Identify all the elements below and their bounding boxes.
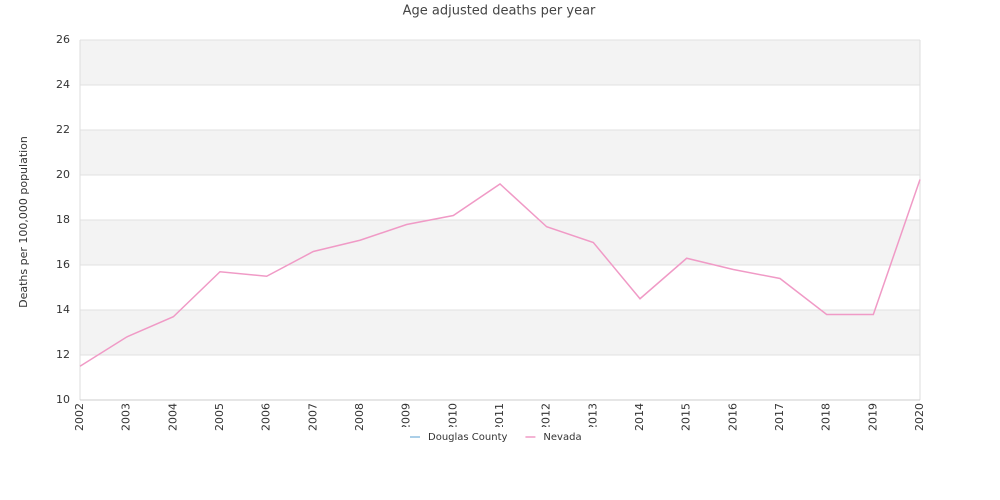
chart-title: Age adjusted deaths per year — [403, 4, 596, 19]
x-tick-label: 2006 — [260, 403, 273, 431]
y-tick-label: 12 — [56, 348, 70, 361]
y-tick-label: 18 — [56, 213, 70, 226]
grid-band — [80, 220, 920, 265]
x-tick-label: 2008 — [353, 403, 366, 431]
y-tick-label: 20 — [56, 168, 70, 181]
x-tick-label: 2019 — [866, 403, 879, 431]
y-tick-label: 14 — [56, 303, 70, 316]
y-axis-label: Deaths per 100,000 population — [17, 136, 30, 308]
x-tick-label: 2017 — [773, 403, 786, 431]
x-tick-label: 2005 — [213, 403, 226, 431]
grid-band — [80, 310, 920, 355]
grid-band — [80, 130, 920, 175]
y-tick-label: 10 — [56, 393, 70, 406]
y-tick-label: 22 — [56, 123, 70, 136]
x-tick-label: 2009 — [400, 403, 413, 431]
legend: Douglas County Nevada — [398, 427, 598, 447]
legend-label: Nevada — [543, 432, 581, 443]
series-line — [79, 179, 921, 367]
y-tick-label: 24 — [56, 78, 70, 91]
y-tick-label: 26 — [56, 33, 70, 46]
grid-band — [80, 40, 920, 85]
x-tick-label: 2012 — [540, 403, 553, 431]
legend-label: Douglas County — [428, 432, 507, 443]
x-tick-label: 2004 — [166, 403, 179, 431]
legend-background — [398, 427, 598, 447]
x-tick-label: 2002 — [73, 403, 86, 431]
x-tick-label: 2011 — [493, 403, 506, 431]
x-tick-label: 2010 — [446, 403, 459, 431]
x-tick-label: 2015 — [680, 403, 693, 431]
y-tick-label: 16 — [56, 258, 70, 271]
x-tick-label: 2018 — [820, 403, 833, 431]
x-tick-label: 2003 — [120, 403, 133, 431]
x-tick-label: 2016 — [726, 403, 739, 431]
x-tick-label: 2007 — [306, 403, 319, 431]
x-tick-label: 2020 — [913, 403, 926, 431]
x-tick-label: 2014 — [633, 403, 646, 431]
x-tick-label: 2013 — [586, 403, 599, 431]
